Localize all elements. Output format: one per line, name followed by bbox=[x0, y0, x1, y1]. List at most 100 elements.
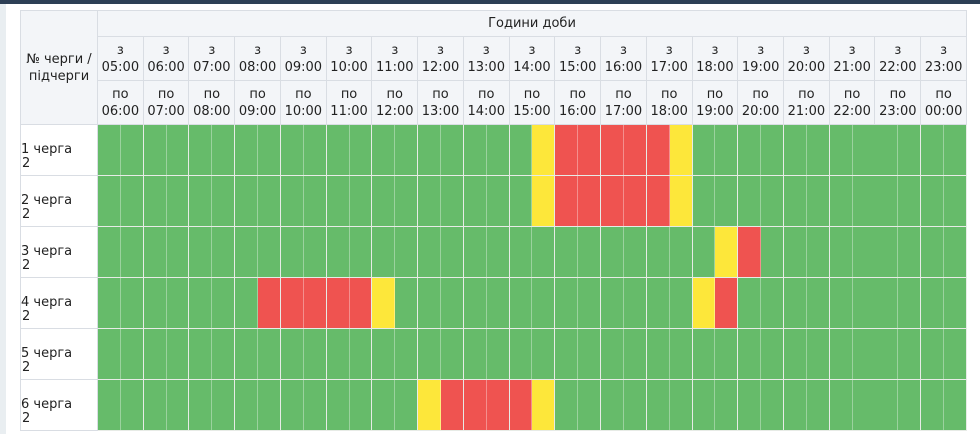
hour-cell bbox=[600, 328, 647, 380]
hour-cell bbox=[279, 124, 327, 176]
half-hour-slot-on bbox=[212, 278, 235, 328]
hour-cell bbox=[828, 226, 876, 278]
half-hour-slot-off bbox=[646, 176, 670, 226]
hour-cell bbox=[142, 379, 190, 431]
hour-cell bbox=[737, 328, 785, 380]
half-hour-slot-on bbox=[944, 329, 966, 379]
half-hour-slot-on bbox=[395, 227, 418, 277]
half-hour-slot-on bbox=[875, 227, 899, 277]
half-hour-slot-on bbox=[418, 176, 442, 226]
half-hour-slot-on bbox=[944, 125, 966, 175]
half-hour-slot-on bbox=[212, 227, 235, 277]
queue-row: 2 черга 2 bbox=[20, 175, 967, 227]
half-hour-slot-off bbox=[349, 278, 372, 328]
hour-to-label: по 21:00 bbox=[783, 80, 830, 125]
hour-from-label: з 17:00 bbox=[645, 36, 693, 81]
half-hour-slot-on bbox=[898, 227, 921, 277]
half-hour-slot-on bbox=[372, 380, 396, 430]
half-hour-slot-off bbox=[486, 380, 509, 430]
hour-cell bbox=[234, 226, 281, 278]
half-hour-slot-on bbox=[761, 329, 784, 379]
half-hour-slot-on bbox=[120, 176, 143, 226]
half-hour-slot-on bbox=[143, 278, 167, 328]
half-hour-slot-on bbox=[921, 227, 945, 277]
subqueue-number: 2 bbox=[22, 360, 31, 375]
hour-cell bbox=[371, 328, 419, 380]
half-hour-slot-on bbox=[326, 380, 350, 430]
hour-to-label: по 06:00 bbox=[97, 80, 144, 125]
half-hour-slot-on bbox=[532, 329, 555, 379]
half-hour-slot-on bbox=[692, 176, 716, 226]
half-hour-slot-on bbox=[646, 329, 670, 379]
half-hour-slot-on bbox=[578, 329, 601, 379]
half-hour-slot-on bbox=[212, 125, 235, 175]
half-hour-slot-off bbox=[258, 278, 280, 328]
hour-cell bbox=[645, 277, 693, 329]
schedule-grid: 1 черга 2 2 черга 2 3 черга 2 4 черга 2 5 черга 2… bbox=[20, 124, 967, 431]
half-hour-slot-on bbox=[280, 125, 304, 175]
hour-cell bbox=[279, 328, 327, 380]
half-hour-slot-on bbox=[326, 329, 350, 379]
half-hour-slot-on bbox=[235, 176, 259, 226]
half-hour-slot-on bbox=[98, 278, 121, 328]
half-hour-slot-on bbox=[395, 329, 418, 379]
half-hour-slot-on bbox=[829, 227, 853, 277]
half-hour-slot-on bbox=[509, 329, 533, 379]
hour-cell bbox=[279, 226, 327, 278]
hour-cell bbox=[874, 226, 922, 278]
half-hour-slot-on bbox=[829, 125, 853, 175]
half-hour-slot-on bbox=[806, 125, 829, 175]
half-hour-slot-on bbox=[303, 227, 326, 277]
half-hour-slot-on bbox=[166, 176, 189, 226]
subqueue-number: 2 bbox=[22, 156, 31, 171]
hour-cell bbox=[188, 124, 236, 176]
half-hour-slot-on bbox=[601, 329, 624, 379]
half-hour-slot-on bbox=[852, 176, 875, 226]
hour-cell bbox=[737, 175, 785, 227]
hour-to-label: по 23:00 bbox=[874, 80, 922, 125]
half-hour-slot-on bbox=[623, 278, 646, 328]
half-hour-slot-on bbox=[784, 329, 807, 379]
half-hour-slot-on bbox=[738, 125, 762, 175]
hour-cell bbox=[920, 277, 967, 329]
hour-cell bbox=[417, 277, 464, 329]
half-hour-slot-on bbox=[258, 380, 280, 430]
half-hour-slot-on bbox=[235, 227, 259, 277]
hour-cell bbox=[97, 124, 144, 176]
half-hour-slot-on bbox=[578, 380, 601, 430]
queue-row: 4 черга 2 bbox=[20, 277, 967, 329]
hour-cell bbox=[188, 328, 236, 380]
half-hour-slot-on bbox=[669, 329, 692, 379]
half-hour-slot-on bbox=[623, 329, 646, 379]
half-hour-slot-off bbox=[280, 278, 304, 328]
hour-to-label: по 11:00 bbox=[325, 80, 373, 125]
hour-cell bbox=[417, 124, 464, 176]
half-hour-slot-on bbox=[98, 329, 121, 379]
hour-cell bbox=[600, 175, 647, 227]
half-hour-slot-on bbox=[303, 125, 326, 175]
hour-to-label: по 08:00 bbox=[188, 80, 236, 125]
hour-to-label: по 14:00 bbox=[462, 80, 510, 125]
queue-row: 6 черга 2 bbox=[20, 379, 967, 431]
half-hour-slot-on bbox=[555, 227, 579, 277]
half-hour-slot-off bbox=[738, 227, 762, 277]
hour-cell bbox=[691, 124, 739, 176]
queue-row-label: 6 черга 2 bbox=[20, 379, 98, 431]
half-hour-slot-off bbox=[509, 380, 533, 430]
hour-cell bbox=[325, 277, 373, 329]
hour-cell bbox=[417, 328, 464, 380]
half-hour-slot-on bbox=[509, 125, 533, 175]
half-hour-slot-on bbox=[578, 278, 601, 328]
hour-cell bbox=[554, 379, 602, 431]
hour-cell bbox=[142, 328, 190, 380]
hour-to-label: по 00:00 bbox=[920, 80, 967, 125]
half-hour-slot-on bbox=[532, 227, 555, 277]
hour-cell bbox=[920, 328, 967, 380]
hour-cell bbox=[645, 175, 693, 227]
hour-cell bbox=[142, 226, 190, 278]
half-hour-slot-on bbox=[441, 125, 463, 175]
hour-cell bbox=[325, 124, 373, 176]
half-hour-slot-on bbox=[98, 125, 121, 175]
hour-cell bbox=[325, 226, 373, 278]
hour-cell bbox=[783, 124, 830, 176]
